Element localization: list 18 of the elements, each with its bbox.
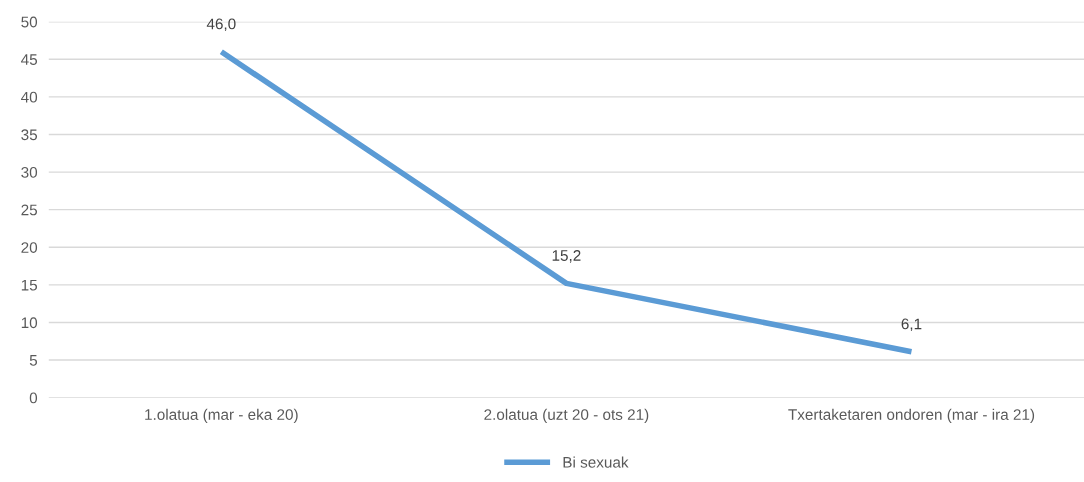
y-tick-label: 50 xyxy=(21,16,38,28)
data-label: 46,0 xyxy=(206,18,236,32)
x-tick-label: 2.olatua (uzt 20 - ots 21) xyxy=(484,408,649,423)
y-tick-label: 20 xyxy=(21,242,38,253)
data-label: 15,2 xyxy=(552,250,581,263)
y-tick-label: 30 xyxy=(21,166,38,178)
x-tick-label: Txertaketaren ondoren (mar - ira 21) xyxy=(788,408,1035,423)
y-tick-label: 5 xyxy=(29,355,38,366)
x-tick-label: 1.olatua (mar - eka 20) xyxy=(145,408,298,423)
legend-label: Bi sexuak xyxy=(563,456,629,468)
y-tick-label: 0 xyxy=(29,392,38,404)
data-label: 6,1 xyxy=(901,318,922,332)
y-tick-label: 10 xyxy=(21,317,38,329)
y-tick-label: 45 xyxy=(21,54,38,65)
y-tick-label: 25 xyxy=(21,204,38,216)
y-tick-label: 40 xyxy=(21,91,38,103)
y-tick-label: 35 xyxy=(21,129,38,141)
y-tick-label: 15 xyxy=(21,279,38,291)
